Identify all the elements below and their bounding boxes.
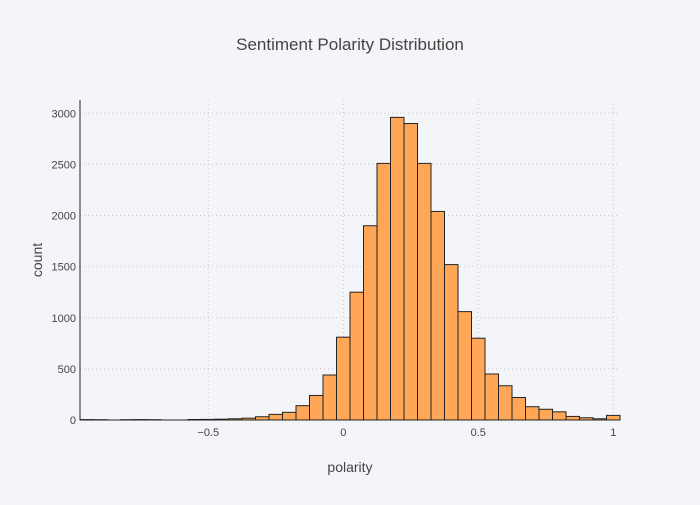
histogram-bar	[472, 338, 486, 420]
histogram-bar	[350, 292, 364, 420]
x-tick-labels: −0.5 0 0.5 1	[197, 427, 616, 439]
histogram-bar	[364, 226, 378, 420]
y-tick-label: 2000	[52, 211, 76, 223]
histogram-bar	[418, 163, 432, 420]
histogram-bar	[377, 163, 391, 420]
x-tick-label: −0.5	[197, 427, 219, 439]
x-axis-title: polarity	[327, 459, 372, 475]
histogram-bar	[566, 416, 580, 420]
histogram-bar	[404, 124, 418, 420]
y-tick-labels: 0 500 1000 1500 2000 2500 3000	[52, 108, 76, 427]
histogram-bar	[539, 409, 553, 420]
y-tick-label: 1000	[52, 313, 76, 325]
y-tick-label: 500	[58, 364, 76, 376]
y-tick-label: 1500	[52, 262, 76, 274]
chart-title: Sentiment Polarity Distribution	[236, 35, 464, 54]
y-tick-label: 3000	[52, 108, 76, 120]
histogram-bar	[607, 415, 621, 420]
histogram-bar	[269, 414, 283, 420]
histogram-bar	[283, 412, 297, 420]
bars-layer	[80, 117, 620, 420]
histogram-bar	[553, 412, 567, 420]
y-tick-label: 2500	[52, 159, 76, 171]
histogram-bar	[445, 265, 459, 420]
histogram-bar	[323, 375, 337, 420]
histogram-bar	[485, 374, 499, 420]
histogram-bar	[458, 312, 472, 420]
histogram-bar	[310, 395, 324, 420]
y-tick-label: 0	[70, 415, 76, 427]
x-tick-label: 0.5	[471, 427, 486, 439]
histogram-bar	[431, 211, 445, 420]
histogram-bar	[337, 337, 351, 420]
histogram-bar	[499, 386, 513, 420]
histogram-bar	[526, 407, 540, 420]
x-tick-label: 1	[610, 427, 616, 439]
histogram-bar	[512, 398, 526, 420]
x-tick-label: 0	[340, 427, 346, 439]
y-axis-title: count	[29, 243, 45, 277]
histogram-bar	[296, 406, 310, 420]
histogram-bar	[391, 117, 405, 420]
